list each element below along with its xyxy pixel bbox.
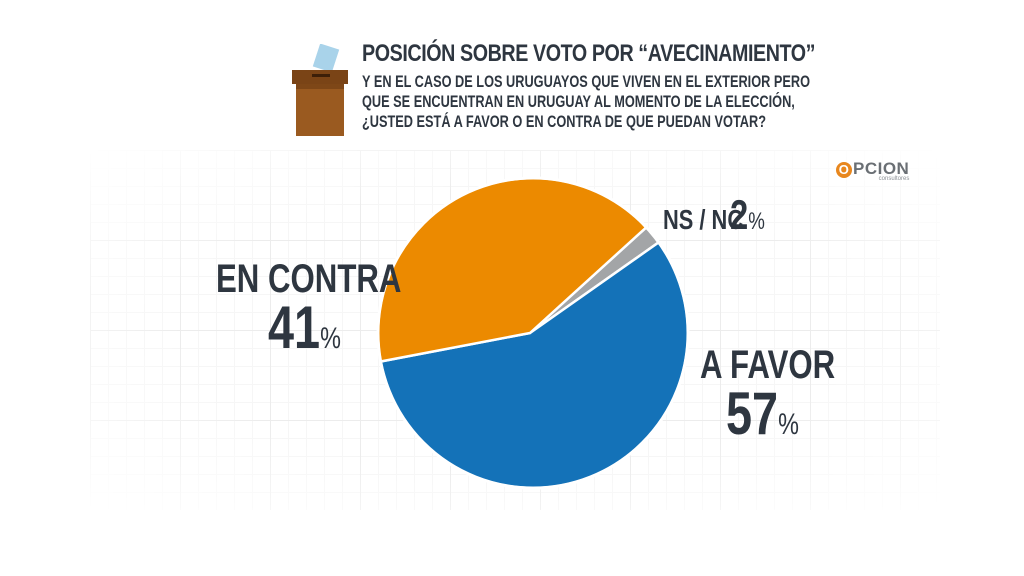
label-a-favor-value: 57 [726,380,779,447]
label-en-contra-name: EN CONTRA [216,257,402,301]
logo-text: PCION [853,159,910,178]
question-line: QUE SE ENCUENTRAN EN URUGUAY AL MOMENTO … [362,92,795,111]
label-en-contra: EN CONTRA 41% [216,257,454,358]
ballot-box-icon [292,44,348,136]
label-a-favor-unit: % [778,408,799,441]
label-ns-nc-value: 2 [729,191,748,238]
opcion-logo: O PCION consultores [836,160,909,182]
label-a-favor: A FAVOR 57% [700,343,873,444]
logo-subtitle: consultores [878,176,910,182]
label-ns-nc: NS / NC2% [663,194,774,241]
question-line: ¿USTED ESTÁ A FAVOR O EN CONTRA DE QUE P… [362,112,767,131]
question-text: Y EN EL CASO DE LOS URUGUAYOS QUE VIVEN … [362,72,810,132]
label-ns-nc-unit: % [747,208,765,235]
label-en-contra-value: 41 [268,294,321,361]
logo-o: O [836,162,852,178]
pie-outline [376,176,690,490]
page-title: POSICIÓN SOBRE VOTO POR “AVECINAMIENTO” [362,40,816,67]
label-a-favor-name: A FAVOR [700,343,836,387]
question-line: Y EN EL CASO DE LOS URUGUAYOS QUE VIVEN … [362,72,811,91]
label-en-contra-unit: % [320,322,341,355]
label-ns-nc-name: NS / NC [663,204,744,235]
